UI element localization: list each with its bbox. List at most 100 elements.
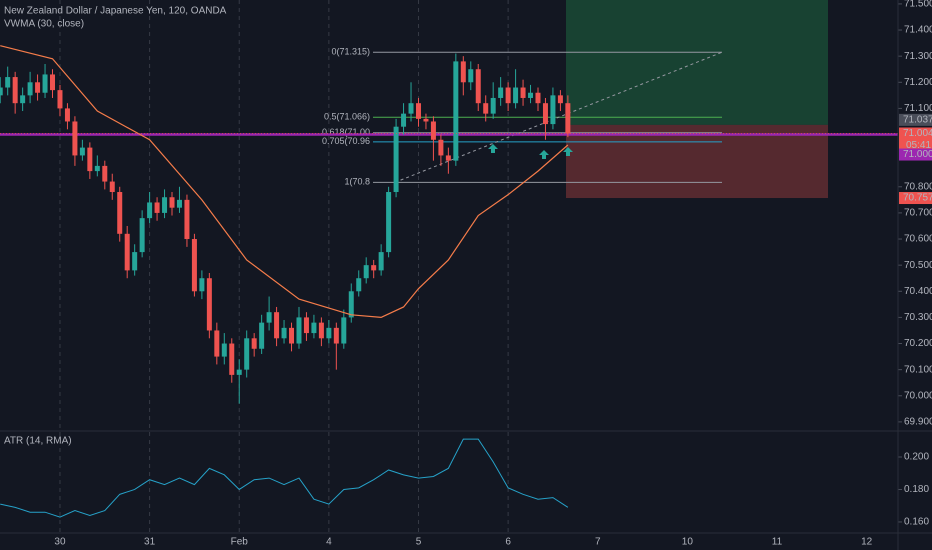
entry-label: 71.037 [903,115,932,126]
candle-body [139,218,145,253]
arrow [539,150,549,159]
candle-body [5,77,11,88]
atr-y-tick-label: 0.200 [904,452,929,463]
y-tick-label: 70.300 [904,312,932,323]
candle-body [468,69,474,83]
candle-body [535,92,541,104]
arrow [563,147,573,156]
last-price-label: 71.004 [903,128,932,139]
y-tick-label: 70.000 [904,390,932,401]
candle-body [176,199,182,208]
y-tick-label: 71.200 [904,77,932,88]
candle-body [318,322,324,339]
stop-label-box [899,192,932,205]
candle-body [550,95,556,125]
candle-body [438,139,444,156]
candle-body [191,239,197,292]
candle-body [109,181,115,193]
candle-body [20,95,26,104]
x-tick-label: 11 [772,537,783,548]
atr-line [0,438,569,518]
candle-body [363,265,369,279]
candle-body [154,202,160,213]
candle-body [251,338,257,349]
fib-label: 0.705(70.96 [322,136,370,146]
candle-body [42,74,48,93]
candle-body [528,92,534,98]
candle-body [289,327,295,344]
chart-title: New Zealand Dollar / Japanese Yen, 120, … [4,6,227,17]
fib-label: 0.5(71.066) [324,112,370,122]
candle-body [483,103,489,114]
fib-trend [394,51,723,183]
candle-body [266,312,272,323]
candle-body [303,317,309,334]
candle-body [162,197,168,213]
entry-label-box [899,113,932,126]
x-tick-label: 7 [595,537,601,548]
x-tick-label: Feb [231,537,249,548]
y-tick-label: 71.300 [904,51,932,62]
y-tick-label: 70.800 [904,181,932,192]
candle-body [79,147,85,156]
x-tick-label: 6 [505,537,511,548]
hline-label: 71.000 [903,149,932,160]
candle-body [542,103,548,125]
candle-body [423,118,429,122]
candle-body [311,322,317,334]
y-tick-label: 70.500 [904,260,932,271]
candle-body [132,252,138,271]
main-pane: 0(71.315) 0.5(71.066) 0.618(71.000.705(70.… [0,0,898,404]
candle-body [490,97,496,114]
atr-pane [0,438,569,518]
candle-body [274,312,280,339]
atr-y-tick-label: 0.180 [904,484,929,495]
candle-body [513,87,519,104]
candle-body [147,202,153,219]
candle-body [87,147,93,172]
candle-body [229,343,235,375]
candle-body [565,103,571,134]
candle-body [333,327,339,344]
candle-body [445,155,451,161]
x-tick-label: 12 [861,537,873,548]
candle-body [102,165,108,182]
candle-body [415,103,421,119]
hline-label-box [899,148,932,161]
candle-body [64,108,70,122]
candle-body [557,95,563,104]
atr-label: ATR (14, RMA) [4,436,72,447]
candle-body [94,165,100,172]
candle-body [12,77,18,104]
candle-body [214,330,220,357]
candle-body [453,61,459,161]
candle-body [244,338,250,370]
candle-body [341,317,347,344]
stop-zone [566,124,828,199]
y-tick-label: 70.200 [904,338,932,349]
candle-body [117,192,123,234]
atr-y-tick-label: 0.160 [904,517,929,528]
x-tick-label: 4 [326,537,332,548]
countdown-label: 05:41 [906,140,931,151]
candle-body [520,87,526,98]
candle-body [356,278,362,292]
candle-body [401,113,407,127]
x-tick-label: 5 [416,537,422,548]
candle-body [57,90,63,109]
candle-body [296,317,302,344]
candle-body [348,291,354,318]
vwma-line [0,45,569,319]
y-tick-label: 70.600 [904,234,932,245]
candle-body [386,192,392,253]
last-price-label-box [899,127,932,152]
fib-label: 0(71.315) [331,47,370,57]
candle-body [0,87,3,96]
candle-body [408,103,414,114]
candle-body [124,233,130,271]
signal-arrows [488,144,573,159]
candle-body [199,278,205,292]
y-tick-label: 71.500 [904,0,932,10]
